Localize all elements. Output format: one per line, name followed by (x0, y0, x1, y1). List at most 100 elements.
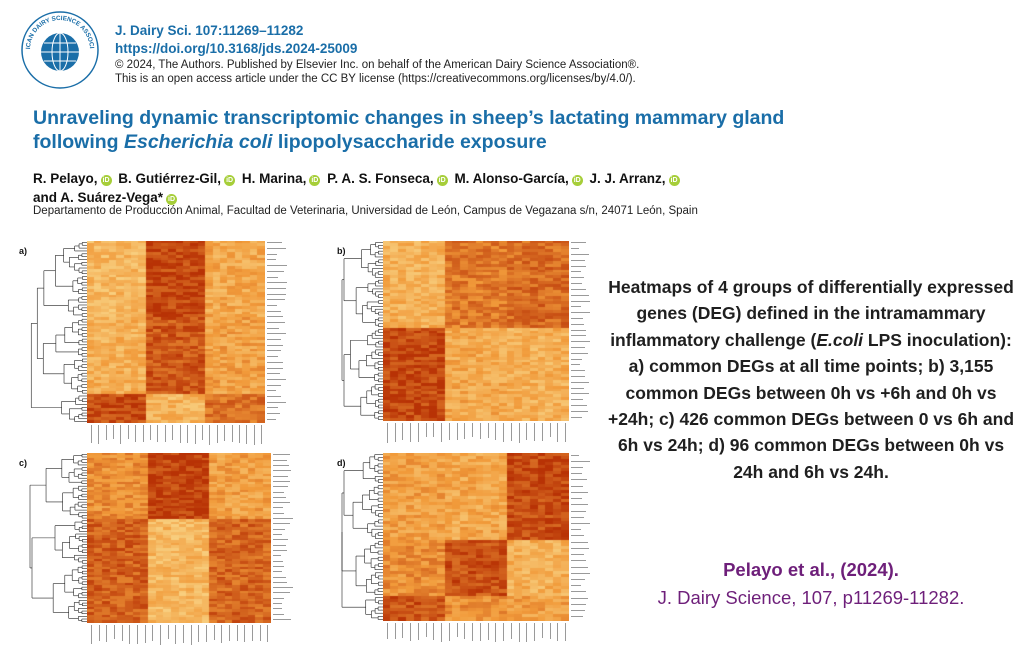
gene-label (571, 616, 583, 617)
caption-italic: E.coli (816, 329, 864, 350)
gene-label (571, 242, 586, 243)
gene-label (273, 518, 293, 519)
gene-label (571, 486, 583, 487)
sample-label (128, 425, 129, 439)
sample-label (99, 625, 100, 641)
gene-label (571, 573, 590, 574)
gene-label (267, 265, 287, 266)
gene-label (273, 454, 290, 455)
gene-label (273, 619, 291, 620)
sample-label (137, 625, 138, 644)
sample-label (239, 425, 240, 443)
sample-label-row (87, 425, 265, 451)
sample-label (165, 425, 166, 442)
gene-label (571, 283, 582, 284)
caption-text-before: Heatmaps of 4 groups of differentially e… (608, 277, 1014, 350)
sample-label (106, 625, 107, 642)
gene-label (571, 504, 588, 505)
sample-label (457, 423, 458, 440)
gene-label (267, 373, 280, 374)
gene-label (273, 592, 290, 593)
orcid-icon[interactable]: iD (224, 175, 236, 186)
sample-label (254, 425, 255, 445)
orcid-icon[interactable]: iD (571, 175, 583, 186)
gene-label (273, 502, 290, 503)
gene-label (571, 554, 584, 555)
sample-label (418, 423, 419, 442)
gene-label (267, 328, 279, 329)
sample-label-row (383, 623, 569, 649)
gene-label (273, 545, 286, 546)
heatmap-panel-a (29, 241, 299, 445)
gene-label (267, 350, 281, 351)
orcid-icon[interactable]: iD (309, 175, 321, 186)
heatmap-panel-c (29, 453, 299, 647)
sample-label (526, 623, 527, 642)
gene-label (571, 498, 582, 499)
gene-label (273, 577, 286, 578)
gene-label (571, 370, 585, 371)
sample-label (511, 423, 512, 441)
journal-header: J. Dairy Sci. 107:11269–11282 https://do… (115, 22, 357, 58)
sample-label (395, 623, 396, 639)
gene-label (273, 603, 282, 604)
sample-label (488, 623, 489, 640)
sample-label (145, 625, 146, 643)
orcid-icon[interactable]: iD (436, 175, 448, 186)
sample-label (387, 623, 388, 639)
sample-label (172, 425, 173, 440)
gene-label (273, 539, 288, 540)
gene-label (267, 271, 284, 272)
sample-label (449, 423, 450, 440)
gene-label (571, 529, 581, 530)
sample-label (183, 625, 184, 643)
doi-link[interactable]: https://doi.org/10.3168/jds.2024-25009 (115, 41, 358, 56)
gene-label (571, 567, 588, 568)
row-dendrogram (341, 242, 383, 420)
sample-label-row (87, 625, 271, 651)
orcid-icon[interactable]: iD (100, 175, 112, 186)
gene-label (273, 561, 283, 562)
affiliation: Departamento de Producción Animal, Facul… (33, 205, 698, 217)
sample-label (402, 423, 403, 440)
sample-label (122, 625, 123, 641)
sample-label (426, 423, 427, 437)
gene-label (571, 330, 586, 331)
gene-label (571, 335, 586, 336)
sample-label (387, 423, 388, 443)
sample-label (449, 623, 450, 641)
title-italic: Escherichia coli (123, 131, 273, 153)
orcid-icon[interactable]: iD (668, 175, 680, 186)
sample-label (395, 423, 396, 442)
gene-label (571, 318, 583, 319)
sample-label (511, 623, 512, 639)
sample-label-row (383, 423, 569, 449)
gene-label (571, 604, 586, 605)
sample-label (135, 425, 136, 442)
gene-label (267, 259, 276, 260)
gene-label (273, 486, 288, 487)
gene-label (273, 465, 289, 466)
sample-label (113, 425, 114, 439)
gene-label (273, 529, 285, 530)
gene-label (571, 417, 582, 418)
gene-label (267, 413, 280, 414)
sample-label (267, 625, 268, 642)
gene-label (571, 289, 586, 290)
gene-label (571, 523, 590, 524)
gene-label (273, 587, 293, 588)
gene-label (571, 467, 583, 468)
orcid-icon[interactable]: iD (166, 194, 178, 205)
sample-label (106, 425, 107, 440)
gene-label (571, 277, 584, 278)
gene-label (571, 492, 588, 493)
row-dendrogram (29, 454, 87, 622)
gene-label (273, 460, 287, 461)
sample-label (557, 423, 558, 442)
gene-label (571, 260, 585, 261)
gene-label-column (267, 241, 289, 423)
sample-label (214, 625, 215, 640)
gene-label (273, 608, 282, 609)
sample-label (503, 623, 504, 641)
heatmap-panel-b (341, 241, 611, 445)
